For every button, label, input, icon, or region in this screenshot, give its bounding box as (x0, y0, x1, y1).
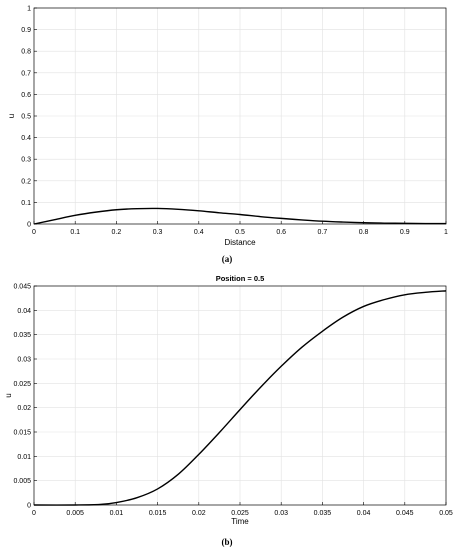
x-tick-label: 0.3 (153, 229, 163, 236)
y-axis-label: u (4, 393, 13, 397)
x-tick-label: 0.015 (149, 510, 167, 517)
y-tick-label: 0.015 (13, 430, 31, 437)
y-tick-label: 0.6 (21, 92, 31, 99)
x-tick-label: 0.1 (70, 229, 80, 236)
x-tick-label: 0 (32, 510, 36, 517)
y-tick-label: 0.7 (21, 70, 31, 77)
x-tick-label: 0.7 (318, 229, 328, 236)
y-tick-label: 0.04 (17, 308, 31, 315)
y-tick-label: 0.4 (21, 135, 31, 142)
x-tick-label: 0.035 (314, 510, 332, 517)
x-tick-label: 0.8 (359, 229, 369, 236)
x-tick-label: 0.5 (235, 229, 245, 236)
x-axis-label: Distance (224, 238, 256, 247)
y-tick-label: 0.01 (17, 454, 31, 461)
x-tick-label: 0.025 (231, 510, 249, 517)
y-tick-label: 0.005 (13, 478, 31, 485)
y-tick-label: 0.02 (17, 405, 31, 412)
y-tick-label: 0.3 (21, 157, 31, 164)
y-axis-label: u (7, 114, 16, 118)
chart-panel-a: 0 0.1 0.2 0.3 0.4 0.5 0.6 0.7 0.8 0.9 1 0 0.1 0.2 0.3 0… (7, 6, 448, 265)
x-tick-label: 0.9 (400, 229, 410, 236)
chart-title: Position = 0.5 (216, 274, 265, 283)
x-tick-label: 0.02 (192, 510, 206, 517)
x-tick-label: 0.04 (357, 510, 371, 517)
x-tick-label: 0 (32, 229, 36, 236)
y-tick-label: 0.5 (21, 114, 31, 121)
y-tick-label: 0.9 (21, 27, 31, 34)
chart-panel-b: 0 0.005 0.01 0.015 0.02 0.025 0.03 0.035 0.04 0.0… (4, 274, 453, 547)
y-tick-label: 0.03 (17, 357, 31, 364)
y-tick-label: 0 (27, 503, 31, 510)
y-tick-label: 0 (27, 222, 31, 229)
x-tick-label: 0.01 (110, 510, 124, 517)
x-tick-label: 0.045 (396, 510, 414, 517)
x-tick-label: 1 (444, 229, 448, 236)
y-tick-label: 0.2 (21, 178, 31, 185)
x-tick-label: 0.005 (66, 510, 84, 517)
x-tick-label: 0.03 (274, 510, 288, 517)
series-line (33, 290, 447, 506)
y-tick-label: 0.8 (21, 49, 31, 56)
series-line (33, 207, 447, 225)
x-tick-label: 0.4 (194, 229, 204, 236)
axes-box (33, 285, 447, 506)
x-tick-label: 0.6 (276, 229, 286, 236)
y-tick-label: 0.035 (13, 332, 31, 339)
panel-caption: (a) (222, 254, 233, 264)
x-tick-label: 0.05 (439, 510, 453, 517)
panel-caption: (b) (222, 537, 233, 547)
x-axis-label: Time (231, 517, 249, 526)
x-tick-label: 0.2 (112, 229, 122, 236)
y-tick-label: 1 (27, 6, 31, 13)
y-tick-label: 0.045 (13, 284, 31, 291)
y-tick-label: 0.025 (13, 381, 31, 388)
axes-box (33, 7, 447, 225)
y-tick-label: 0.1 (21, 200, 31, 207)
